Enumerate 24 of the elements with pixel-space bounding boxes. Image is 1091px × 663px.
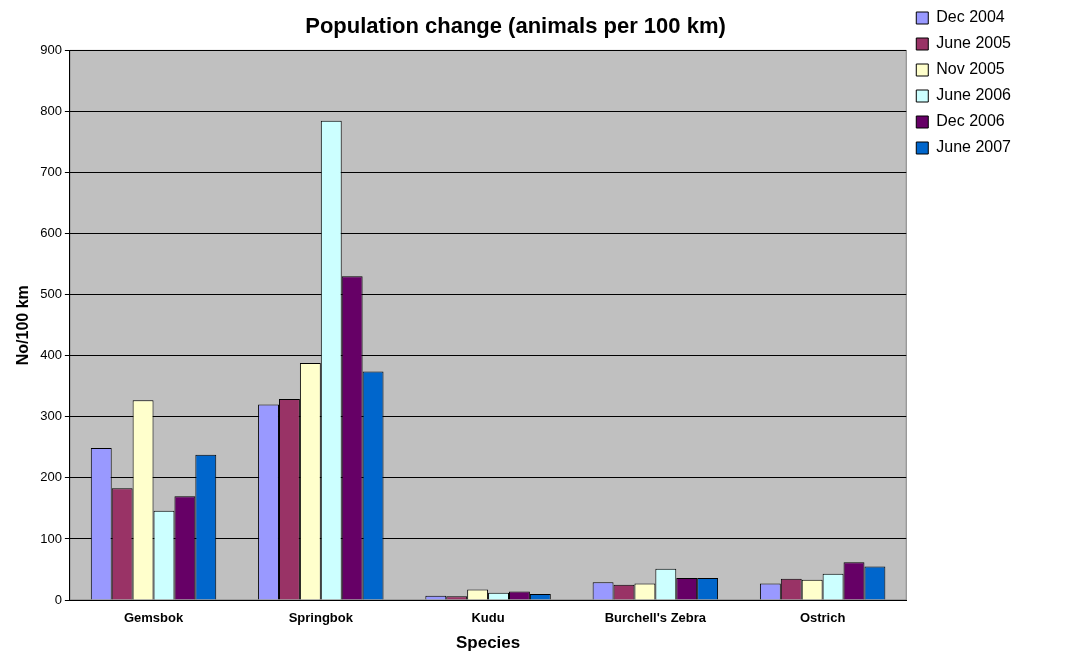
x-tick-label: Ostrich — [799, 610, 846, 626]
y-tick-label: 200 — [40, 469, 62, 485]
y-tick-label: 700 — [40, 164, 62, 180]
y-tick-label: 300 — [40, 408, 62, 424]
x-tick-label: Kudu — [471, 610, 505, 626]
legend-label: June 2007 — [936, 138, 1012, 156]
chart-title: Population change (animals per 100 km) — [305, 13, 726, 39]
y-tick-label: 0 — [54, 591, 62, 607]
x-tick-label: Gemsbok — [123, 610, 184, 626]
x-tick-label: Burchell's Zebra — [604, 610, 707, 626]
y-tick-label: 600 — [40, 225, 62, 241]
y-tick-label: 800 — [40, 103, 62, 119]
legend-label: Dec 2006 — [936, 112, 1005, 130]
x-tick-label: Springbok — [288, 610, 354, 626]
y-axis-title: No/100 km — [14, 285, 32, 366]
legend-label: Nov 2005 — [936, 60, 1005, 78]
y-tick-label: 900 — [40, 41, 62, 57]
y-tick-label: 500 — [40, 286, 62, 302]
x-axis-title: Species — [455, 633, 521, 653]
y-tick-label: 400 — [40, 347, 62, 363]
legend-label: Dec 2004 — [936, 8, 1005, 26]
legend-label: June 2006 — [936, 86, 1012, 104]
legend-label: June 2005 — [936, 34, 1012, 52]
y-tick-label: 100 — [40, 530, 62, 546]
